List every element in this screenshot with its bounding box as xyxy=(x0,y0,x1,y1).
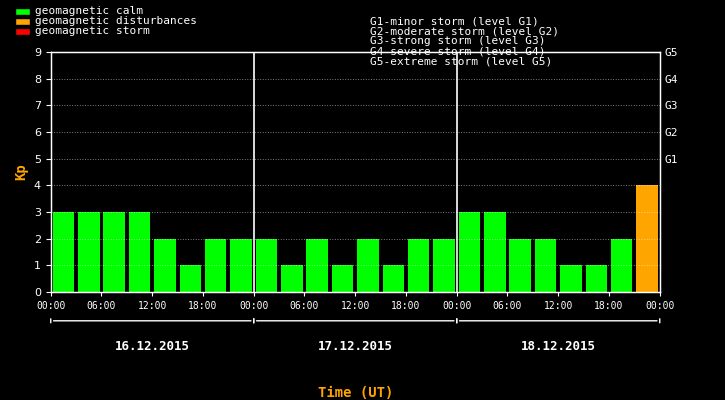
Bar xyxy=(104,212,125,292)
Text: G5-extreme storm (level G5): G5-extreme storm (level G5) xyxy=(370,56,552,66)
Text: geomagnetic storm: geomagnetic storm xyxy=(35,26,149,36)
Bar xyxy=(484,212,505,292)
Bar xyxy=(459,212,480,292)
Text: G4-severe storm (level G4): G4-severe storm (level G4) xyxy=(370,46,545,56)
Y-axis label: Kp: Kp xyxy=(14,164,28,180)
Text: geomagnetic disturbances: geomagnetic disturbances xyxy=(35,16,196,26)
Text: geomagnetic calm: geomagnetic calm xyxy=(35,6,143,16)
Text: G1-minor storm (level G1): G1-minor storm (level G1) xyxy=(370,16,539,26)
Bar xyxy=(637,185,658,292)
Bar xyxy=(281,265,302,292)
Bar xyxy=(53,212,74,292)
Bar xyxy=(256,239,277,292)
Bar xyxy=(180,265,201,292)
Bar xyxy=(357,239,378,292)
Text: Time (UT): Time (UT) xyxy=(318,386,393,400)
Text: 16.12.2015: 16.12.2015 xyxy=(115,340,190,353)
Bar xyxy=(510,239,531,292)
Bar xyxy=(307,239,328,292)
Bar xyxy=(78,212,99,292)
Bar xyxy=(383,265,404,292)
Bar xyxy=(560,265,581,292)
Text: G3-strong storm (level G3): G3-strong storm (level G3) xyxy=(370,36,545,46)
Bar xyxy=(129,212,150,292)
Bar xyxy=(231,239,252,292)
Bar xyxy=(408,239,429,292)
Text: G2-moderate storm (level G2): G2-moderate storm (level G2) xyxy=(370,26,559,36)
Bar xyxy=(611,239,632,292)
Bar xyxy=(586,265,607,292)
Bar xyxy=(154,239,175,292)
Bar xyxy=(535,239,556,292)
Text: 18.12.2015: 18.12.2015 xyxy=(521,340,596,353)
Bar xyxy=(434,239,455,292)
Bar xyxy=(332,265,353,292)
Bar xyxy=(205,239,226,292)
Text: 17.12.2015: 17.12.2015 xyxy=(318,340,393,353)
